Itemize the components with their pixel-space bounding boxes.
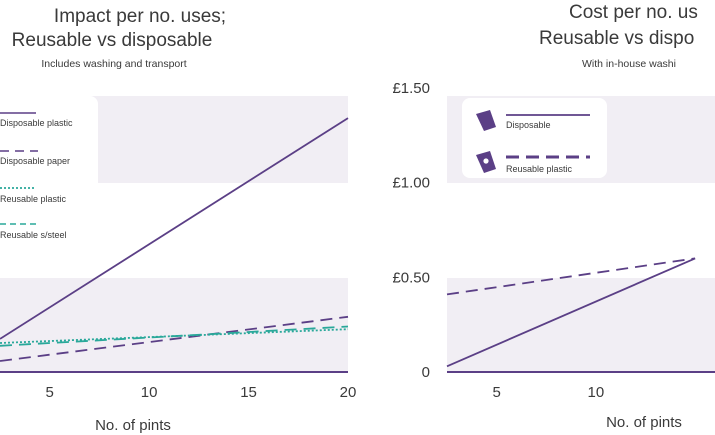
- legend-label-reusable-steel: Reusable s/steel: [0, 230, 67, 240]
- cup-icon: [476, 110, 496, 131]
- series-line-disposable-plastic: [0, 117, 349, 340]
- legend-label-disposable: Disposable: [506, 120, 551, 130]
- series-line-disposable-paper: [0, 315, 349, 362]
- reusable-cup-icon: [476, 151, 496, 173]
- x-tick-labels: 5 10: [492, 384, 604, 401]
- x-tick-label: 10: [588, 384, 605, 401]
- y-tick-labels: 0 £0.50 £1.00 £1.50: [392, 80, 430, 381]
- chart-cost: Cost per no. us Reusable vs dispo With i…: [392, 2, 715, 431]
- x-tick-label: 20: [340, 384, 357, 401]
- legend-label-disposable-plastic: Disposable plastic: [0, 118, 73, 128]
- series-lines: [446, 257, 715, 373]
- x-tick-labels: 5 10 15 20: [46, 384, 357, 401]
- y-tick-label: £0.50: [392, 269, 430, 286]
- chart-subtitle: Includes washing and transport: [41, 58, 186, 70]
- y-tick-label: £1.00: [392, 175, 430, 192]
- chart-title-line2: Reusable vs disposable: [12, 30, 213, 51]
- x-tick-label: 5: [492, 384, 500, 401]
- legend-label-reusable-plastic: Reusable plastic: [506, 164, 573, 174]
- y-tick-label: £1.50: [392, 80, 430, 97]
- x-tick-label: 10: [141, 384, 158, 401]
- chart-title-line2: Reusable vs dispo: [539, 28, 694, 49]
- x-axis-label: No. of pints: [606, 414, 682, 431]
- legend-label-disposable-paper: Disposable paper: [0, 156, 70, 166]
- x-axis-label: No. of pints: [95, 417, 171, 434]
- x-tick-label: 15: [240, 384, 257, 401]
- y-tick-label: 0: [422, 364, 430, 381]
- chart-impact: Impact per no. uses; Reusable vs disposa…: [0, 6, 356, 434]
- chart-title-line1: Cost per no. us: [569, 2, 698, 23]
- chart-title-line1: Impact per no. uses;: [54, 6, 226, 27]
- chart-subtitle: With in-house washi: [582, 58, 676, 70]
- series-lines: [0, 117, 349, 373]
- legend-label-reusable-plastic: Reusable plastic: [0, 194, 67, 204]
- band-lower: [447, 278, 715, 372]
- x-tick-label: 5: [46, 384, 54, 401]
- band-lower: [0, 278, 348, 372]
- series-line-reusable-plastic: [446, 257, 696, 296]
- series-line-reusable-s-steel: [0, 325, 349, 347]
- series-line-disposable: [446, 257, 696, 368]
